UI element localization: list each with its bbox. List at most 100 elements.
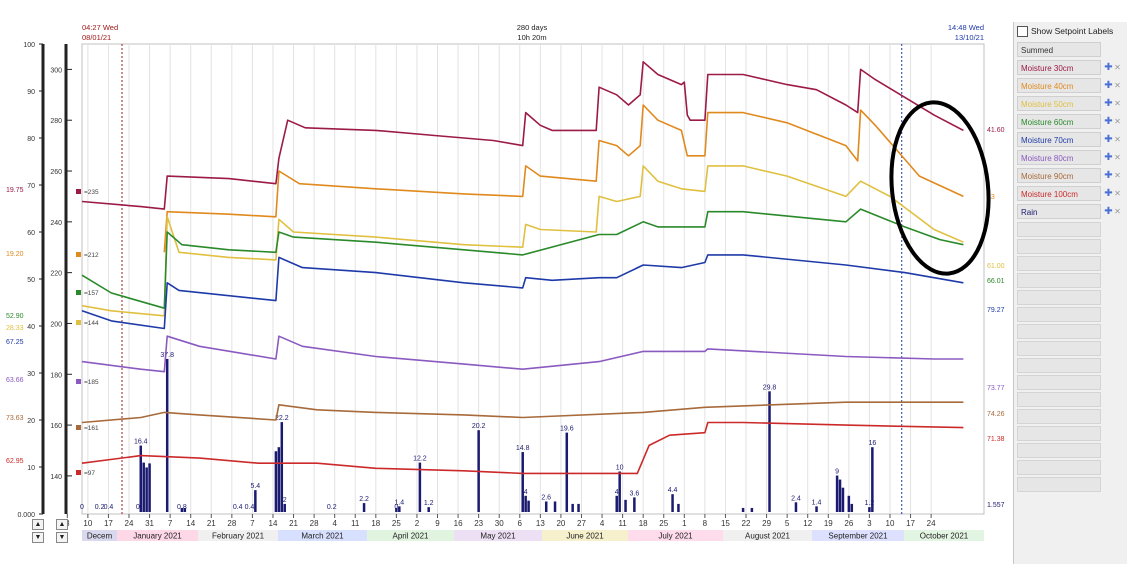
rain-bar-label: 29.8 bbox=[763, 384, 777, 391]
legend-empty-slot[interactable] bbox=[1017, 477, 1101, 492]
summed-tick-label: 140 bbox=[50, 474, 62, 481]
summed-tick-label: 220 bbox=[50, 271, 62, 278]
legend-empty-slot[interactable] bbox=[1017, 426, 1101, 441]
legend-empty-slot[interactable] bbox=[1017, 443, 1101, 458]
rain-zero-label: 0.2 bbox=[95, 504, 105, 511]
rain-bar bbox=[398, 506, 401, 512]
summed-tick-label: 280 bbox=[50, 118, 62, 125]
scroll-left-button[interactable]: ▲ bbox=[56, 519, 68, 530]
legend-item[interactable]: Moisture 90cm ✚ ✕ bbox=[1017, 167, 1127, 184]
add-series-icon[interactable]: ✚ bbox=[1104, 116, 1113, 127]
legend-list: Summed Moisture 30cm ✚ ✕ Moisture 40cm ✚ ✕ Mois… bbox=[1014, 41, 1127, 492]
legend-empty-slot[interactable] bbox=[1017, 460, 1101, 475]
legend-empty-slot[interactable] bbox=[1017, 222, 1101, 237]
rain-bar-label: 4 bbox=[524, 489, 528, 496]
add-series-icon[interactable]: ✚ bbox=[1104, 188, 1113, 199]
legend-item-label[interactable]: Moisture 100cm bbox=[1017, 186, 1101, 201]
legend-empty-slot[interactable] bbox=[1017, 239, 1101, 254]
x-tick-label: 23 bbox=[474, 519, 483, 528]
legend-item-label[interactable]: Moisture 70cm bbox=[1017, 132, 1101, 147]
add-series-icon[interactable]: ✚ bbox=[1104, 98, 1113, 109]
series-start-value: 52.90 bbox=[6, 313, 24, 320]
add-series-icon[interactable]: ✚ bbox=[1104, 170, 1113, 181]
legend-empty-slot[interactable] bbox=[1017, 341, 1101, 356]
add-series-icon[interactable]: ✚ bbox=[1104, 206, 1113, 217]
legend-empty-slot[interactable] bbox=[1017, 256, 1101, 271]
scroll-right-button[interactable]: ▼ bbox=[56, 532, 68, 543]
legend-empty-slot[interactable] bbox=[1017, 307, 1101, 322]
legend-empty-slot[interactable] bbox=[1017, 290, 1101, 305]
rain-bar bbox=[615, 495, 618, 512]
legend-empty-slot[interactable] bbox=[1017, 375, 1101, 390]
remove-series-icon[interactable]: ✕ bbox=[1114, 135, 1121, 144]
legend-item-label[interactable]: Moisture 90cm bbox=[1017, 168, 1101, 183]
setpoint-mark-label: =157 bbox=[84, 290, 99, 297]
remove-series-icon[interactable]: ✕ bbox=[1114, 81, 1121, 90]
rain-zero-label: 0.4 bbox=[245, 504, 255, 511]
legend-item-label[interactable]: Moisture 30cm bbox=[1017, 60, 1101, 75]
rain-bar bbox=[139, 445, 143, 512]
setpoint-marker bbox=[76, 379, 81, 384]
remove-series-icon[interactable]: ✕ bbox=[1114, 189, 1121, 198]
x-tick-label: 3 bbox=[867, 519, 872, 528]
month-label: April 2021 bbox=[392, 532, 429, 541]
x-tick-label: 19 bbox=[824, 519, 833, 528]
zoom-in-button[interactable]: ▲ bbox=[32, 519, 44, 530]
month-label: October 2021 bbox=[920, 532, 969, 541]
add-series-icon[interactable]: ✚ bbox=[1104, 134, 1113, 145]
x-tick-label: 25 bbox=[392, 519, 401, 528]
add-series-icon[interactable]: ✚ bbox=[1104, 62, 1113, 73]
add-series-icon[interactable]: ✚ bbox=[1104, 80, 1113, 91]
rain-bar-label: 5.4 bbox=[250, 483, 260, 490]
legend-item[interactable]: Moisture 50cm ✚ ✕ bbox=[1017, 95, 1127, 112]
setpoint-labels-checkbox[interactable] bbox=[1017, 25, 1028, 37]
rain-bar-label: 12.2 bbox=[413, 456, 427, 463]
remove-series-icon[interactable]: ✕ bbox=[1114, 207, 1121, 216]
legend-item-label[interactable]: Moisture 80cm bbox=[1017, 150, 1101, 165]
series-end-value: 23 bbox=[987, 194, 995, 201]
x-tick-label: 18 bbox=[639, 519, 648, 528]
rain-bar-label: 2.6 bbox=[541, 494, 551, 501]
legend-empty-slot[interactable] bbox=[1017, 392, 1101, 407]
rain-zero-label: 0 bbox=[80, 504, 84, 511]
month-band bbox=[367, 530, 454, 541]
legend-item-label[interactable]: Rain bbox=[1017, 204, 1101, 219]
rain-bar bbox=[274, 451, 278, 512]
legend-empty-slot[interactable] bbox=[1017, 409, 1101, 424]
rain-bar bbox=[148, 463, 151, 512]
legend-item-label[interactable]: Moisture 50cm bbox=[1017, 96, 1101, 111]
rain-bar bbox=[850, 503, 854, 512]
setpoint-mark-label: =97 bbox=[84, 470, 95, 477]
chart-canvas[interactable]: 04:27 Wed 08/01/21 280 days 10h 20m 14:4… bbox=[0, 0, 1010, 588]
legend-item-label[interactable]: Moisture 60cm bbox=[1017, 114, 1101, 129]
remove-series-icon[interactable]: ✕ bbox=[1114, 63, 1121, 72]
month-band bbox=[542, 530, 628, 541]
add-series-icon[interactable]: ✚ bbox=[1104, 152, 1113, 163]
legend-item[interactable]: Summed bbox=[1017, 41, 1127, 58]
rain-bar-label: 1.2 bbox=[865, 500, 875, 507]
setpoint-mark-label: =144 bbox=[84, 320, 99, 327]
show-setpoint-labels-row[interactable]: Show Setpoint Labels bbox=[1014, 22, 1127, 40]
legend-empty-slot[interactable] bbox=[1017, 273, 1101, 288]
legend-item-label[interactable]: Summed bbox=[1017, 42, 1101, 57]
legend-empty-slot[interactable] bbox=[1017, 324, 1101, 339]
series-line-moisture-40cm bbox=[163, 104, 964, 253]
x-tick-label: 4 bbox=[600, 519, 605, 528]
legend-item-label[interactable]: Moisture 40cm bbox=[1017, 78, 1101, 93]
legend-empty-slot[interactable] bbox=[1017, 358, 1101, 373]
legend-item[interactable]: Moisture 100cm ✚ ✕ bbox=[1017, 185, 1127, 202]
legend-item[interactable]: Moisture 80cm ✚ ✕ bbox=[1017, 149, 1127, 166]
legend-item[interactable]: Moisture 30cm ✚ ✕ bbox=[1017, 59, 1127, 76]
remove-series-icon[interactable]: ✕ bbox=[1114, 99, 1121, 108]
pct-tick-label: 90 bbox=[27, 89, 35, 96]
zoom-out-button[interactable]: ▼ bbox=[32, 532, 44, 543]
remove-series-icon[interactable]: ✕ bbox=[1114, 117, 1121, 126]
legend-item[interactable]: Moisture 70cm ✚ ✕ bbox=[1017, 131, 1127, 148]
remove-series-icon[interactable]: ✕ bbox=[1114, 153, 1121, 162]
legend-item[interactable]: Moisture 60cm ✚ ✕ bbox=[1017, 113, 1127, 130]
month-band bbox=[278, 530, 367, 541]
legend-item[interactable]: Rain ✚ ✕ bbox=[1017, 203, 1127, 220]
remove-series-icon[interactable]: ✕ bbox=[1114, 171, 1121, 180]
rain-zero-label: 0.4 bbox=[233, 504, 243, 511]
legend-item[interactable]: Moisture 40cm ✚ ✕ bbox=[1017, 77, 1127, 94]
